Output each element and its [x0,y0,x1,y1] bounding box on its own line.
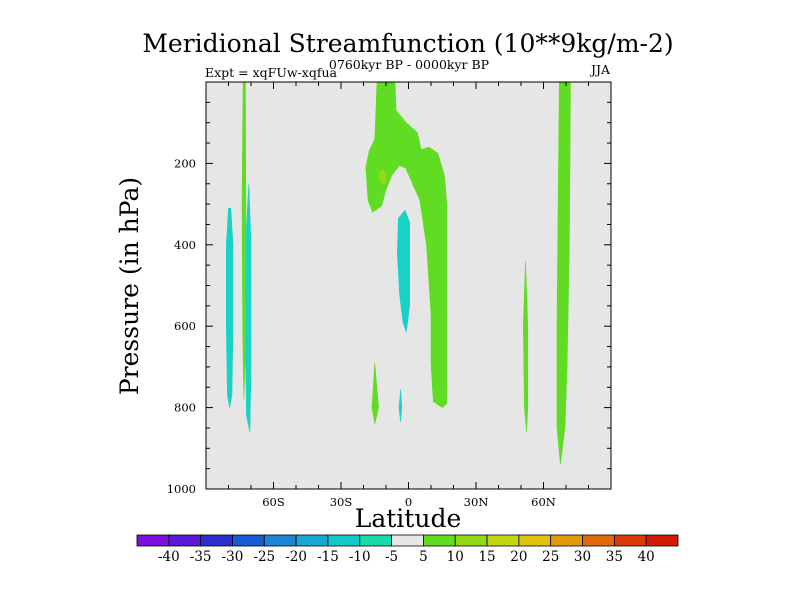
axis-ticks: 60S 30S 0 30N 60N 200 400 600 800 1000 [167,82,611,509]
colorbar-label: 15 [478,549,495,565]
contour-region-green-blip-15s [371,362,379,424]
colorbar-label: 20 [510,549,527,565]
x-tick-label: 30S [330,495,353,509]
period-label: 0760kyr BP - 0000kyr BP [329,57,489,72]
contour-region-cyan-strip-70s [226,207,234,408]
contour-region-cyan-tongue-eq [396,209,410,333]
colorbar-swatch [423,534,456,547]
colorbar-swatch [391,534,424,547]
colorbar-swatch [582,534,615,547]
season-label: JJA [589,62,611,77]
x-tick-label: 60S [262,495,285,509]
colorbar-swatch [613,534,647,547]
contour-region-cyan-blip-eq [398,389,403,422]
colorbar-label: 10 [447,549,464,565]
y-tick-label: 800 [174,401,196,415]
contour-region-green-band-10n [405,146,448,408]
y-tick-label: 1000 [167,482,196,496]
colorbar-label: -20 [285,549,307,565]
colorbar-swatch [327,534,361,547]
y-axis-label: Pressure (in hPa) [115,177,144,395]
colorbar-swatch [295,534,329,547]
colorbar-label: -40 [158,549,180,565]
colorbar-label: 5 [419,549,428,565]
colorbar-swatch [263,534,297,547]
contour-region-green-strip-52n [522,261,529,433]
x-tick-label: 30N [464,495,489,509]
contour-region-green-strip-70n [556,82,571,465]
colorbar-label: 30 [574,549,591,565]
colorbar-label: -15 [317,549,339,565]
colorbar-label: -5 [385,549,398,565]
y-tick-label: 600 [174,319,196,333]
colorbar-swatch [454,534,488,547]
contour-regions [226,82,571,465]
colorbar-swatch [168,534,202,547]
colorbar-swatch [486,534,520,547]
colorbar-label: 40 [638,549,655,565]
colorbar-label: 25 [542,549,559,565]
colorbar: -40 -35 -30 -25 -20 -15 -10 -5 5 10 15 20 25 30 35 40 [136,534,679,565]
colorbar-label: -10 [349,549,371,565]
colorbar-swatch [136,534,170,547]
colorbar-label: -35 [190,549,212,565]
colorbar-swatch [200,534,233,547]
colorbar-swatch [550,534,583,547]
colorbar-swatch [645,534,679,547]
colorbar-swatch [232,534,265,547]
x-axis-label: Latitude [355,504,462,533]
x-tick-label: 0 [405,495,412,509]
y-tick-label: 200 [174,156,196,170]
contour-region-yellowgreen-spot [378,169,387,186]
x-tick-label: 60N [531,495,556,509]
contour-region-green-strip-68s [241,82,247,400]
y-tick-label: 400 [174,238,196,252]
colorbar-swatch [359,534,392,547]
colorbar-label: -30 [222,549,244,565]
colorbar-swatch [518,534,552,547]
chart-title: Meridional Streamfunction (10**9kg/m-2) [142,29,673,58]
colorbar-label: -25 [253,549,275,565]
experiment-label: Expt = xqFUw-xqfua [205,65,338,80]
colorbar-label: 35 [606,549,623,565]
